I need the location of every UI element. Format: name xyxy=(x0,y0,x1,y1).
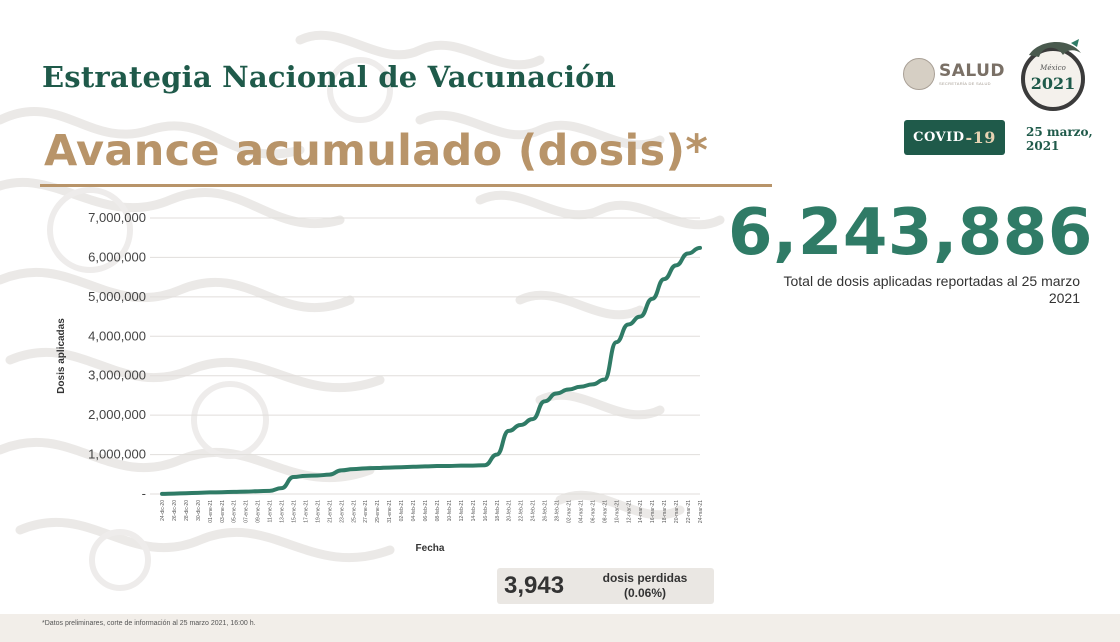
x-tick-label: 13-ene-21 xyxy=(280,500,286,523)
x-tick-label: 04-mar-21 xyxy=(578,500,584,523)
x-tick-label: 08-feb-21 xyxy=(435,500,441,522)
x-tick-label: 14-mar-21 xyxy=(638,500,644,523)
covid-label: COVID xyxy=(913,130,965,145)
x-tick-label: 07-ene-21 xyxy=(244,500,250,523)
salud-logo: SALUD SECRETARÍA DE SALUD xyxy=(903,58,1005,90)
y-tick-label: 6,000,000 xyxy=(88,249,146,264)
report-date: 25 marzo, 2021 xyxy=(1026,125,1093,153)
y-tick-label: 2,000,000 xyxy=(88,407,146,422)
x-tick-label: 26-dic-20 xyxy=(172,500,178,521)
salud-subtitle: SECRETARÍA DE SALUD xyxy=(939,80,991,86)
x-tick-label: 14-feb-21 xyxy=(471,500,477,522)
x-tick-label: 10-feb-21 xyxy=(447,500,453,522)
y-tick-label: 1,000,000 xyxy=(88,447,146,462)
x-tick-label: 02-feb-21 xyxy=(399,500,405,522)
x-tick-label: 02-mar-21 xyxy=(566,500,572,523)
x-tick-label: 05-ene-21 xyxy=(232,500,238,523)
x-tick-label: 11-ene-21 xyxy=(268,500,274,523)
x-tick-label: 19-ene-21 xyxy=(315,500,321,523)
x-tick-label: 24-dic-20 xyxy=(160,500,166,521)
x-tick-label: 10-mar-21 xyxy=(614,500,620,523)
total-doses-value: 6,243,886 xyxy=(728,196,1093,270)
y-tick-label: 3,000,000 xyxy=(88,368,146,383)
lost-doses-label-line1: dosis perdidas xyxy=(602,571,688,585)
salud-name: SALUD xyxy=(939,60,1006,81)
lost-doses-percent: (0.06%) xyxy=(623,586,667,600)
x-tick-label: 24-mar-21 xyxy=(698,500,704,523)
report-date-line1: 25 marzo, xyxy=(1026,125,1093,139)
y-tick-label: - xyxy=(142,486,146,501)
x-tick-label: 04-feb-21 xyxy=(411,500,417,522)
x-tick-label: 23-ene-21 xyxy=(339,500,345,523)
x-tick-label: 12-mar-21 xyxy=(626,500,632,523)
x-tick-label: 25-ene-21 xyxy=(351,500,357,523)
svg-text:México: México xyxy=(1039,64,1066,72)
x-tick-label: 03-ene-21 xyxy=(220,500,226,523)
report-date-line2: 2021 xyxy=(1026,139,1060,153)
x-tick-label: 06-mar-21 xyxy=(590,500,596,523)
x-tick-label: 01-ene-21 xyxy=(208,500,214,523)
y-tick-label: 7,000,000 xyxy=(88,210,146,225)
title-divider xyxy=(40,184,772,187)
x-tick-label: 18-mar-21 xyxy=(662,500,668,523)
salud-seal-icon xyxy=(903,58,935,90)
x-tick-label: 09-ene-21 xyxy=(256,500,262,523)
x-tick-label: 15-ene-21 xyxy=(292,500,298,523)
x-tick-label: 18-feb-21 xyxy=(495,500,501,522)
x-tick-label: 06-feb-21 xyxy=(423,500,429,522)
x-tick-label: 08-mar-21 xyxy=(602,500,608,523)
total-doses-caption: Total de dosis aplicadas reportadas al 2… xyxy=(783,273,1080,306)
x-tick-label: 28-feb-21 xyxy=(555,500,561,522)
x-tick-label: 16-feb-21 xyxy=(483,500,489,522)
x-tick-label: 21-ene-21 xyxy=(327,500,333,523)
x-axis-title: Fecha xyxy=(416,543,445,554)
x-tick-label: 30-dic-20 xyxy=(196,500,202,521)
covid-badge: COVID -19 xyxy=(904,120,1005,155)
footnote-text: *Datos preliminares, corte de informació… xyxy=(42,620,256,627)
page-title: Estrategia Nacional de Vacunación xyxy=(42,60,616,94)
x-tick-label: 27-ene-21 xyxy=(363,500,369,523)
x-tick-label: 22-feb-21 xyxy=(519,500,525,522)
x-tick-label: 20-mar-21 xyxy=(674,500,680,523)
x-tick-label: 29-ene-21 xyxy=(375,500,381,523)
y-tick-label: 5,000,000 xyxy=(88,289,146,304)
lost-doses-label: dosis perdidas (0.06%) xyxy=(580,571,710,601)
x-tick-label: 22-mar-21 xyxy=(686,500,692,523)
mexico-2021-logo: 2021 México xyxy=(1021,39,1085,111)
x-tick-label: 24-feb-21 xyxy=(531,500,537,522)
svg-text:2021: 2021 xyxy=(1031,74,1076,93)
x-tick-label: 28-dic-20 xyxy=(184,500,190,521)
x-tick-label: 26-feb-21 xyxy=(543,500,549,522)
series-line xyxy=(160,245,702,496)
lost-doses-box xyxy=(497,568,714,604)
y-axis-title: Dosis aplicadas xyxy=(56,318,67,394)
covid-number: -19 xyxy=(965,128,996,147)
lost-doses-value: 3,943 xyxy=(504,572,565,599)
x-tick-label: 31-ene-21 xyxy=(387,500,393,523)
y-tick-label: 4,000,000 xyxy=(88,328,146,343)
x-tick-label: 20-feb-21 xyxy=(507,500,513,522)
x-tick-label: 17-ene-21 xyxy=(303,500,309,523)
x-tick-label: 12-feb-21 xyxy=(459,500,465,522)
x-tick-label: 16-mar-21 xyxy=(650,500,656,523)
page-subtitle: Avance acumulado (dosis)* xyxy=(44,126,709,176)
footnote-bar xyxy=(0,614,1120,642)
